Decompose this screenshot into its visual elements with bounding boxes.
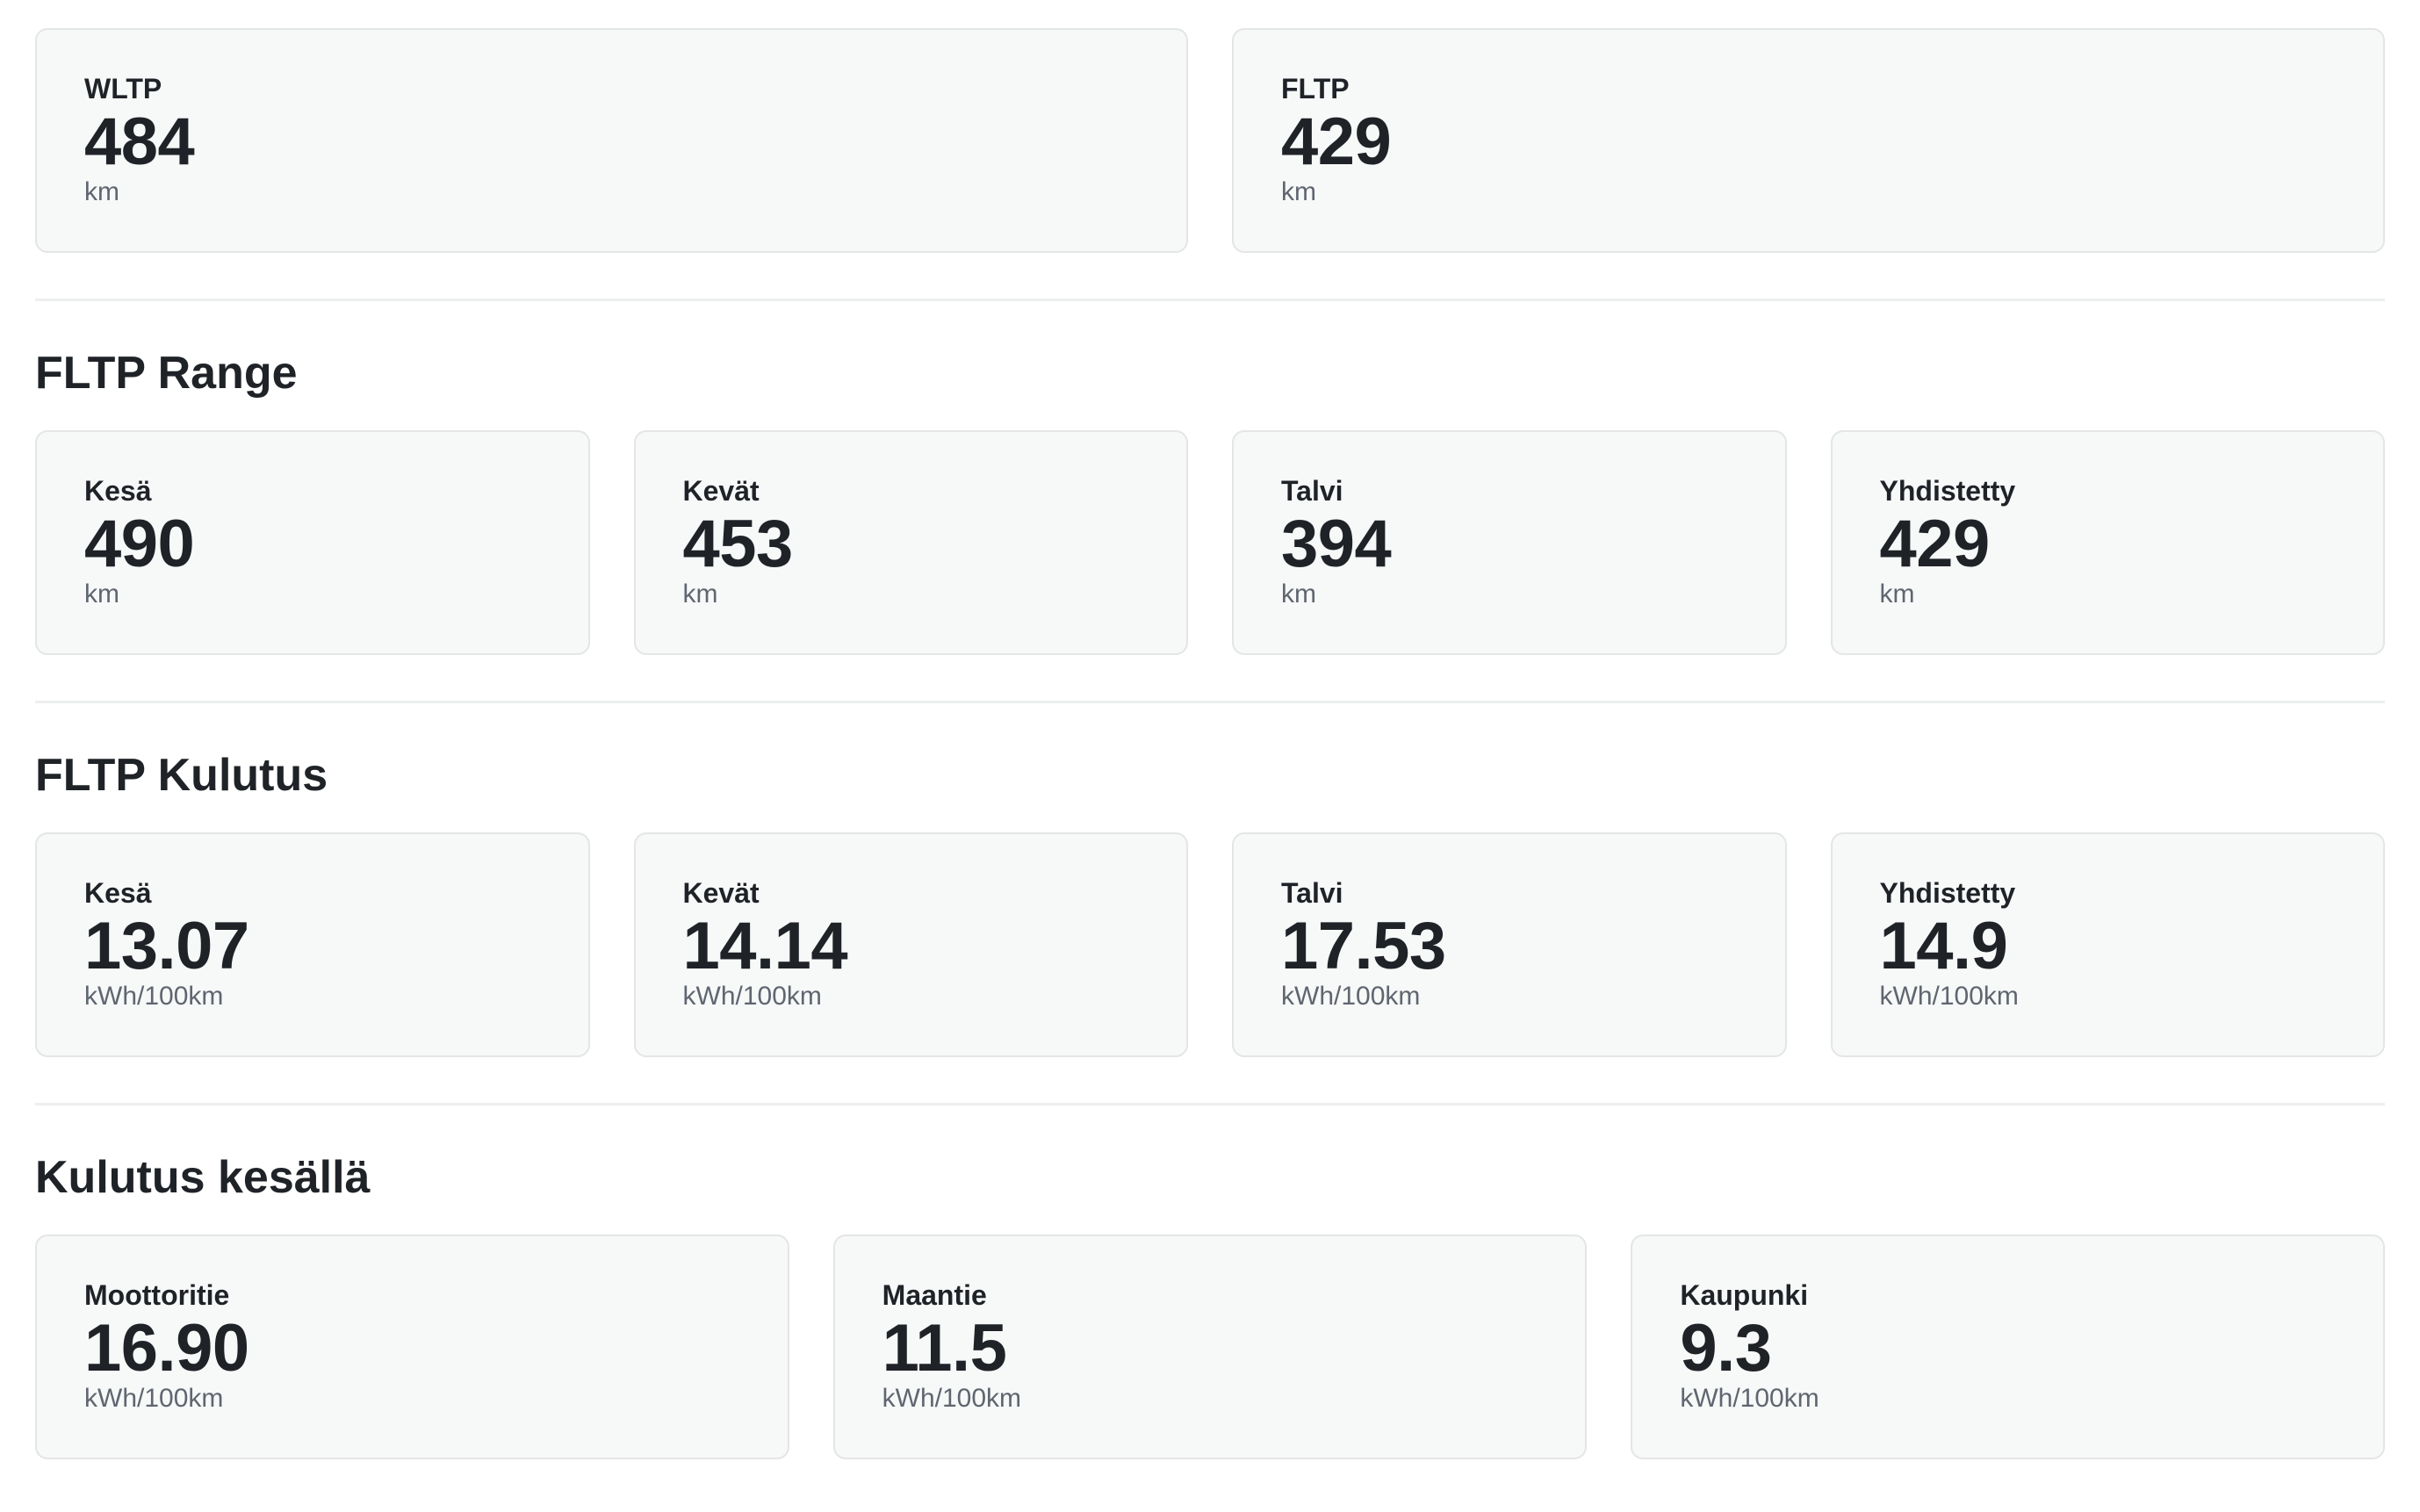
stat-unit: km: [84, 580, 119, 608]
stat-card-range-spring: Kevät 453 km: [633, 430, 1188, 655]
section-title-summer-consumption: Kulutus kesällä: [35, 1152, 371, 1203]
stat-label: Kesä: [84, 877, 152, 909]
stat-card-wltp: WLTP 484 km: [35, 28, 1188, 253]
stat-label: Kevät: [682, 877, 760, 909]
stat-value: 484: [84, 104, 195, 179]
stat-unit: kWh/100km: [1680, 1384, 1819, 1413]
overview-row: WLTP 484 km FLTP 429 km: [35, 28, 2385, 253]
stat-unit: km: [1879, 580, 1915, 608]
stats-page: WLTP 484 km FLTP 429 km FLTP Range Kesä …: [35, 28, 2385, 1459]
stat-card-country-road: Maantie 11.5 kWh/100km: [832, 1235, 1588, 1459]
stat-value: 429: [1281, 104, 1392, 179]
stat-value: 17.53: [1281, 909, 1446, 983]
section-divider: [35, 701, 2385, 703]
stat-label: Yhdistetty: [1879, 877, 2016, 909]
stat-label: Maantie: [882, 1279, 987, 1311]
stat-label: Kaupunki: [1680, 1279, 1809, 1311]
stat-value: 429: [1879, 507, 1991, 581]
stat-label: Talvi: [1281, 877, 1343, 909]
stat-label: Kevät: [682, 475, 760, 507]
stat-unit: kWh/100km: [882, 1384, 1022, 1413]
stat-unit: km: [84, 177, 119, 206]
stat-unit: kWh/100km: [84, 982, 224, 1011]
stat-value: 14.14: [682, 909, 848, 983]
stat-unit: km: [682, 580, 718, 608]
stat-unit: km: [1281, 580, 1316, 608]
section-divider: [35, 1103, 2385, 1105]
section-title-fltp-consumption: FLTP Kulutus: [35, 750, 328, 801]
section-divider: [35, 299, 2385, 301]
stat-card-highway: Moottoritie 16.90 kWh/100km: [35, 1235, 789, 1459]
stat-label: FLTP: [1281, 73, 1350, 104]
stat-label: WLTP: [84, 73, 162, 104]
section-title-fltp-range: FLTP Range: [35, 348, 298, 399]
fltp-range-row: Kesä 490 km Kevät 453 km Talvi 394 km Yh…: [35, 430, 2385, 655]
stat-unit: km: [1281, 177, 1316, 206]
stat-label: Kesä: [84, 475, 152, 507]
stat-card-consumption-summer: Kesä 13.07 kWh/100km: [35, 832, 590, 1057]
stat-label: Moottoritie: [84, 1279, 230, 1311]
stat-card-consumption-spring: Kevät 14.14 kWh/100km: [633, 832, 1188, 1057]
stat-label: Talvi: [1281, 475, 1343, 507]
stat-unit: kWh/100km: [1281, 982, 1421, 1011]
stat-value: 453: [682, 507, 794, 581]
summer-consumption-row: Moottoritie 16.90 kWh/100km Maantie 11.5…: [35, 1235, 2385, 1459]
stat-value: 14.9: [1879, 909, 2008, 983]
fltp-consumption-row: Kesä 13.07 kWh/100km Kevät 14.14 kWh/100…: [35, 832, 2385, 1057]
stat-value: 16.90: [84, 1311, 249, 1386]
stat-unit: kWh/100km: [1879, 982, 2019, 1011]
stat-card-range-combined: Yhdistetty 429 km: [1830, 430, 2385, 655]
stat-card-consumption-winter: Talvi 17.53 kWh/100km: [1232, 832, 1787, 1057]
stat-unit: kWh/100km: [84, 1384, 224, 1413]
stat-card-fltp: FLTP 429 km: [1232, 28, 2385, 253]
stat-card-city: Kaupunki 9.3 kWh/100km: [1631, 1235, 2385, 1459]
stat-card-range-summer: Kesä 490 km: [35, 430, 590, 655]
stat-value: 490: [84, 507, 195, 581]
stat-value: 11.5: [882, 1311, 1007, 1386]
stat-label: Yhdistetty: [1879, 475, 2016, 507]
stat-value: 9.3: [1680, 1311, 1772, 1386]
stat-value: 394: [1281, 507, 1392, 581]
stat-value: 13.07: [84, 909, 249, 983]
stat-card-range-winter: Talvi 394 km: [1232, 430, 1787, 655]
stat-unit: kWh/100km: [682, 982, 822, 1011]
stat-card-consumption-combined: Yhdistetty 14.9 kWh/100km: [1830, 832, 2385, 1057]
